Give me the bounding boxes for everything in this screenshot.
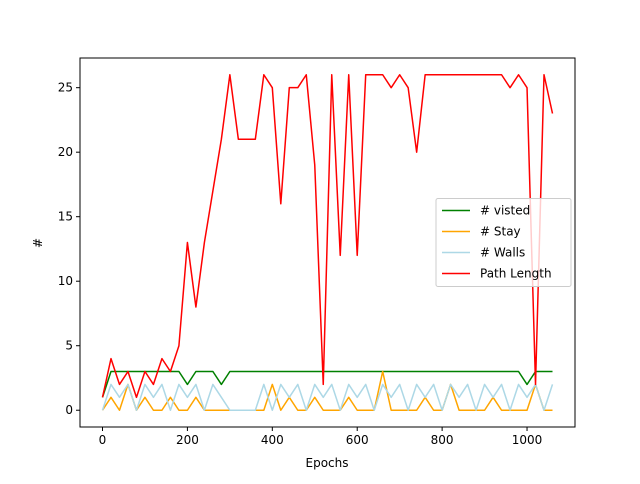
- series-line: [101, 383, 554, 411]
- x-tick-label: 1000: [512, 433, 543, 447]
- legend: # visted # Stay # Walls Path Length: [435, 198, 572, 287]
- y-tick-label: 0: [65, 403, 73, 417]
- legend-label: # Walls: [480, 246, 525, 260]
- y-tick-label: 15: [58, 210, 73, 224]
- legend-label: Path Length: [480, 267, 552, 281]
- x-axis-label: Epochs: [306, 456, 349, 470]
- legend-label: # Stay: [480, 225, 521, 239]
- legend-box: [435, 198, 572, 287]
- series-line: [101, 370, 553, 411]
- x-tick-label: 800: [431, 433, 454, 447]
- y-axis-label: #: [31, 238, 45, 248]
- legend-label: # visted: [480, 204, 530, 218]
- series-line: [101, 74, 554, 399]
- y-tick-label: 5: [65, 339, 73, 353]
- x-tick-label: 0: [99, 433, 107, 447]
- x-tick-label: 200: [176, 433, 199, 447]
- plot-frame: [79, 57, 576, 428]
- x-tick-label: 400: [261, 433, 284, 447]
- y-tick-label: 20: [58, 145, 73, 159]
- series-line: [101, 370, 553, 398]
- x-tick-label: 600: [346, 433, 369, 447]
- y-tick-label: 25: [58, 81, 73, 95]
- y-tick-label: 10: [58, 274, 73, 288]
